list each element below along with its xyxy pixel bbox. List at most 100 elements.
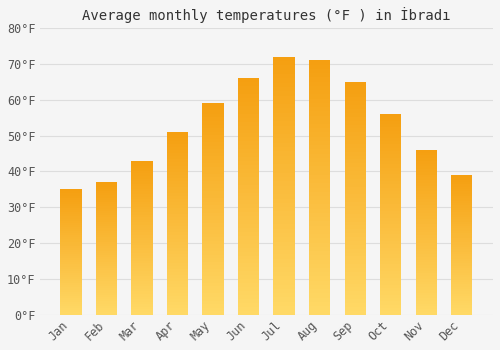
- Bar: [202, 188, 224, 191]
- Bar: [274, 113, 295, 117]
- Bar: [132, 238, 152, 240]
- Bar: [96, 204, 117, 206]
- Bar: [274, 241, 295, 246]
- Bar: [167, 248, 188, 251]
- Bar: [416, 230, 437, 232]
- Bar: [344, 163, 366, 167]
- Bar: [309, 90, 330, 94]
- Bar: [344, 198, 366, 202]
- Bar: [451, 215, 472, 217]
- Bar: [238, 133, 259, 138]
- Bar: [380, 118, 402, 121]
- Bar: [238, 169, 259, 173]
- Bar: [202, 230, 224, 234]
- Bar: [344, 257, 366, 260]
- Bar: [344, 152, 366, 156]
- Bar: [167, 220, 188, 223]
- Bar: [167, 150, 188, 153]
- Bar: [451, 180, 472, 182]
- Bar: [96, 217, 117, 220]
- Bar: [274, 237, 295, 241]
- Bar: [60, 256, 82, 258]
- Bar: [60, 210, 82, 212]
- Bar: [309, 230, 330, 234]
- Bar: [309, 132, 330, 137]
- Bar: [60, 271, 82, 273]
- Bar: [60, 302, 82, 304]
- Bar: [132, 309, 152, 312]
- Bar: [238, 82, 259, 86]
- Bar: [238, 161, 259, 165]
- Bar: [167, 141, 188, 144]
- Bar: [96, 301, 117, 303]
- Bar: [96, 277, 117, 279]
- Bar: [167, 312, 188, 315]
- Bar: [274, 207, 295, 211]
- Bar: [344, 214, 366, 218]
- Bar: [380, 221, 402, 224]
- Bar: [60, 289, 82, 292]
- Bar: [274, 211, 295, 216]
- Bar: [96, 211, 117, 213]
- Bar: [309, 77, 330, 82]
- Bar: [132, 299, 152, 302]
- Bar: [202, 244, 224, 248]
- Bar: [344, 125, 366, 128]
- Bar: [416, 246, 437, 249]
- Bar: [202, 135, 224, 139]
- Bar: [416, 188, 437, 191]
- Bar: [238, 193, 259, 196]
- Bar: [309, 213, 330, 217]
- Bar: [344, 268, 366, 272]
- Bar: [132, 302, 152, 304]
- Bar: [416, 227, 437, 230]
- Bar: [344, 291, 366, 295]
- Bar: [238, 165, 259, 169]
- Bar: [167, 205, 188, 208]
- Bar: [451, 298, 472, 301]
- Bar: [380, 244, 402, 248]
- Bar: [451, 224, 472, 226]
- Bar: [238, 287, 259, 291]
- Bar: [451, 243, 472, 245]
- Bar: [202, 142, 224, 146]
- Bar: [380, 254, 402, 258]
- Bar: [309, 276, 330, 281]
- Bar: [274, 293, 295, 298]
- Bar: [96, 299, 117, 301]
- Bar: [274, 160, 295, 164]
- Bar: [96, 187, 117, 189]
- Bar: [451, 189, 472, 191]
- Bar: [60, 206, 82, 208]
- Bar: [96, 198, 117, 200]
- Bar: [416, 150, 437, 153]
- Bar: [274, 87, 295, 91]
- Bar: [238, 90, 259, 94]
- Bar: [451, 280, 472, 282]
- Bar: [451, 238, 472, 240]
- Bar: [380, 191, 402, 194]
- Bar: [274, 169, 295, 173]
- Bar: [238, 118, 259, 122]
- Bar: [451, 187, 472, 189]
- Bar: [96, 253, 117, 255]
- Bar: [238, 228, 259, 232]
- Bar: [132, 194, 152, 197]
- Bar: [202, 276, 224, 279]
- Bar: [380, 271, 402, 274]
- Bar: [344, 303, 366, 307]
- Bar: [451, 212, 472, 215]
- Bar: [380, 291, 402, 295]
- Bar: [202, 149, 224, 153]
- Bar: [274, 233, 295, 237]
- Bar: [167, 284, 188, 287]
- Bar: [132, 209, 152, 212]
- Bar: [416, 273, 437, 276]
- Bar: [132, 163, 152, 166]
- Bar: [238, 291, 259, 295]
- Bar: [96, 182, 117, 184]
- Bar: [451, 312, 472, 315]
- Bar: [60, 265, 82, 267]
- Bar: [416, 262, 437, 265]
- Bar: [238, 173, 259, 177]
